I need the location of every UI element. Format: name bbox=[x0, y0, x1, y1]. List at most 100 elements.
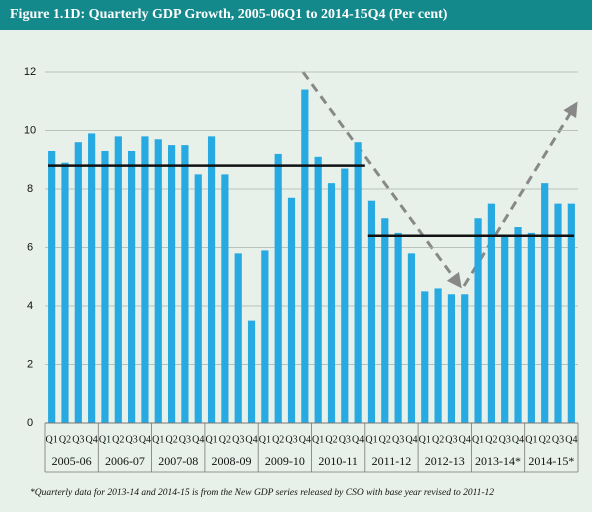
y-tick-label: 8 bbox=[27, 183, 33, 195]
x-tick-label: Q1 bbox=[99, 434, 111, 445]
group-label: 2005-06 bbox=[52, 454, 92, 468]
bar bbox=[247, 320, 256, 423]
bar bbox=[381, 218, 389, 423]
x-tick-label: Q3 bbox=[552, 434, 564, 445]
x-tick-label: Q4 bbox=[352, 434, 364, 445]
x-tick-label: Q2 bbox=[112, 434, 124, 445]
group-label: 2013-14* bbox=[475, 454, 521, 468]
group-label: 2006-07 bbox=[105, 454, 145, 468]
x-tick-label: Q2 bbox=[432, 434, 444, 445]
group-label: 2007-08 bbox=[158, 454, 198, 468]
bar bbox=[207, 136, 216, 423]
x-tick-label: Q4 bbox=[405, 434, 417, 445]
group-label: 2011-12 bbox=[372, 454, 412, 468]
x-tick-label: Q1 bbox=[525, 434, 537, 445]
group-label: 2009-10 bbox=[265, 454, 305, 468]
x-tick-label: Q3 bbox=[125, 434, 137, 445]
x-tick-label: Q4 bbox=[86, 434, 98, 445]
x-tick-label: Q1 bbox=[152, 434, 164, 445]
x-tick-label: Q4 bbox=[459, 434, 471, 445]
bar bbox=[527, 232, 535, 423]
bar bbox=[567, 203, 575, 423]
x-tick-label: Q4 bbox=[299, 434, 311, 445]
x-tick-label: Q4 bbox=[192, 434, 204, 445]
x-tick-label: Q4 bbox=[245, 434, 257, 445]
x-tick-label: Q3 bbox=[339, 434, 351, 445]
bar bbox=[367, 200, 376, 423]
bar bbox=[74, 142, 82, 423]
x-tick-label: Q2 bbox=[272, 434, 284, 445]
x-tick-label: Q2 bbox=[59, 434, 71, 445]
y-tick-label: 4 bbox=[27, 300, 33, 312]
x-tick-label: Q2 bbox=[165, 434, 177, 445]
y-tick-label: 6 bbox=[27, 241, 33, 253]
group-label: 2008-09 bbox=[212, 454, 252, 468]
y-tick-label: 12 bbox=[24, 66, 36, 78]
bar bbox=[314, 156, 322, 423]
group-label: 2012-13 bbox=[425, 454, 465, 468]
x-tick-label: Q1 bbox=[205, 434, 217, 445]
x-tick-label: Q2 bbox=[485, 434, 497, 445]
bar bbox=[61, 162, 69, 424]
x-tick-label: Q2 bbox=[219, 434, 231, 445]
bar bbox=[221, 174, 229, 423]
x-tick-label: Q1 bbox=[365, 434, 377, 445]
bar bbox=[421, 291, 429, 423]
x-tick-label: Q1 bbox=[259, 434, 271, 445]
bar bbox=[434, 288, 442, 423]
bar bbox=[128, 150, 136, 423]
x-tick-label: Q3 bbox=[72, 434, 84, 445]
bar bbox=[88, 133, 96, 424]
bar bbox=[48, 150, 56, 423]
x-tick-label: Q3 bbox=[285, 434, 297, 445]
bar bbox=[474, 218, 482, 423]
bar bbox=[301, 89, 309, 424]
bar bbox=[514, 227, 522, 423]
x-tick-label: Q4 bbox=[512, 434, 524, 445]
group-label: 2014-15* bbox=[528, 454, 574, 468]
bar bbox=[167, 145, 176, 423]
x-tick-label: Q4 bbox=[565, 434, 577, 445]
x-tick-label: Q3 bbox=[499, 434, 511, 445]
bar bbox=[261, 250, 269, 423]
bar bbox=[487, 203, 495, 423]
chart-title: Figure 1.1D: Quarterly GDP Growth, 2005-… bbox=[10, 7, 448, 22]
x-tick-label: Q2 bbox=[539, 434, 551, 445]
y-tick-label: 0 bbox=[27, 417, 33, 429]
x-tick-label: Q1 bbox=[472, 434, 484, 445]
header bbox=[0, 0, 592, 30]
x-tick-label: Q4 bbox=[139, 434, 151, 445]
bar bbox=[461, 294, 469, 423]
group-label: 2010-11 bbox=[318, 454, 358, 468]
x-tick-label: Q3 bbox=[179, 434, 191, 445]
x-tick-label: Q1 bbox=[312, 434, 324, 445]
x-tick-label: Q2 bbox=[379, 434, 391, 445]
bar bbox=[181, 145, 189, 423]
bar bbox=[114, 136, 122, 423]
bar bbox=[287, 197, 296, 423]
trend-arrow bbox=[462, 101, 578, 287]
x-tick-label: Q3 bbox=[445, 434, 457, 445]
x-tick-label: Q3 bbox=[392, 434, 404, 445]
bar bbox=[501, 235, 509, 423]
bar bbox=[141, 136, 149, 423]
x-tick-label: Q1 bbox=[419, 434, 431, 445]
footnote: *Quarterly data for 2013-14 and 2014-15 … bbox=[30, 487, 494, 498]
bar bbox=[194, 174, 202, 423]
bar bbox=[234, 253, 242, 423]
bar bbox=[447, 294, 456, 423]
bar bbox=[407, 253, 416, 423]
bar bbox=[101, 150, 109, 423]
bar bbox=[274, 153, 282, 423]
bar bbox=[327, 183, 336, 423]
x-tick-label: Q1 bbox=[46, 434, 58, 445]
y-tick-label: 10 bbox=[24, 124, 36, 136]
bar bbox=[154, 139, 162, 423]
bar bbox=[341, 168, 349, 423]
bar bbox=[354, 142, 362, 423]
bar bbox=[554, 203, 562, 423]
x-tick-label: Q2 bbox=[325, 434, 337, 445]
y-tick-label: 2 bbox=[27, 358, 33, 370]
